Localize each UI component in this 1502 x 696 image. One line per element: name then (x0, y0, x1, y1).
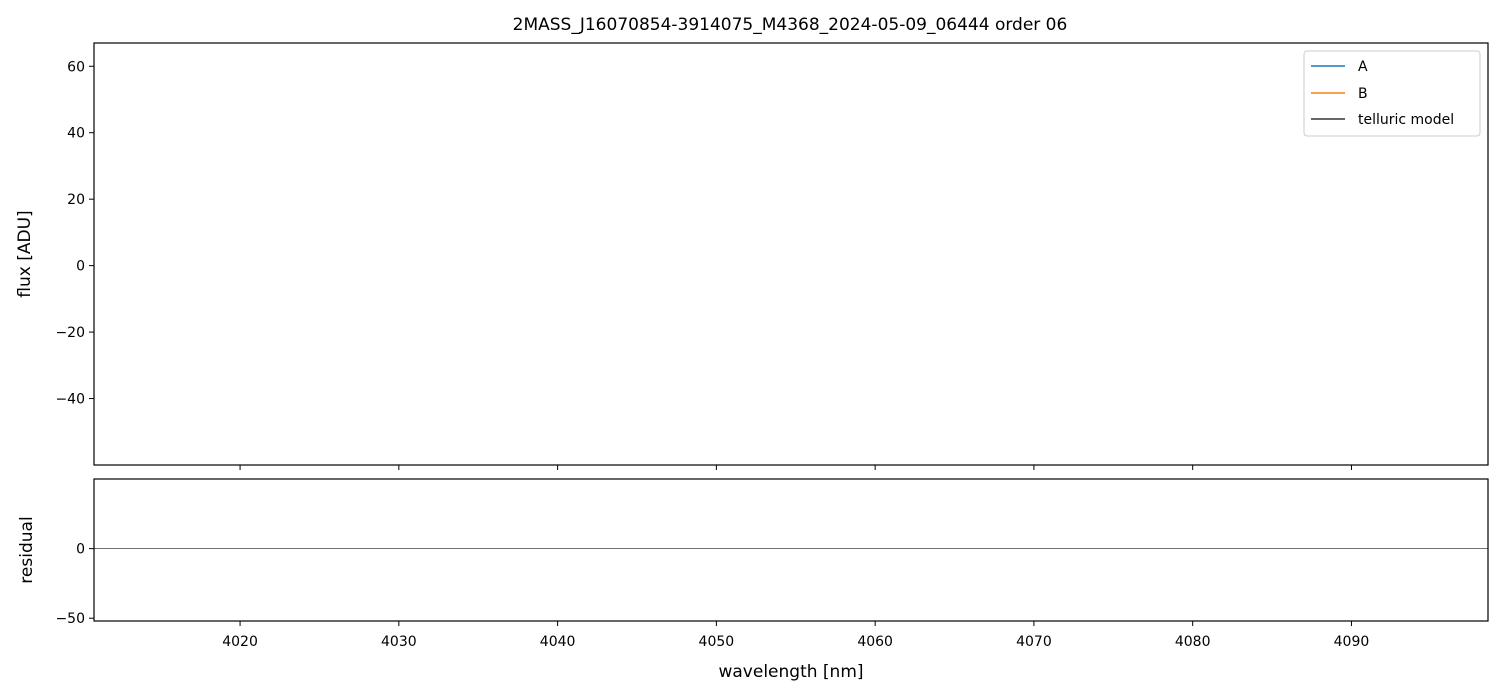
residual-xtick-label: 4060 (857, 634, 893, 650)
legend: A B telluric model (1303, 50, 1481, 137)
legend-label-a: A (1358, 59, 1368, 75)
legend-frame (1303, 50, 1481, 137)
flux-ytick-label: 60 (67, 59, 85, 75)
chart-title: 2MASS_J16070854-3914075_M4368_2024-05-09… (513, 15, 1068, 35)
residual-xtick-label: 4030 (381, 634, 417, 650)
residual-ytick-label: 0 (76, 542, 85, 558)
flux-ylabel: flux [ADU] (15, 210, 35, 297)
legend-label-b: B (1358, 86, 1368, 102)
residual-xtick-label: 4020 (222, 634, 258, 650)
residual-xtick-label: 4050 (699, 634, 735, 650)
flux-ytick-label: −40 (55, 392, 85, 408)
residual-ylabel: residual (17, 516, 37, 583)
flux-ytick-label: 0 (76, 259, 85, 275)
flux-ytick-label: 40 (67, 126, 85, 142)
flux-ytick-label: 20 (67, 192, 85, 208)
residual-xtick-label: 4070 (1016, 634, 1052, 650)
residual-ytick-label: −50 (55, 611, 85, 627)
flux-ytick-label: −20 (55, 325, 85, 341)
residual-axes-frame (93, 478, 1489, 622)
flux-panel: −40 −20 0 20 40 60 flux [ADU] A B telluric mo… (15, 42, 1489, 470)
legend-label-telluric-model: telluric model (1358, 112, 1454, 128)
flux-axes-frame (93, 42, 1489, 466)
x-axis-label: wavelength [nm] (718, 662, 863, 682)
residual-xtick-label: 4080 (1175, 634, 1211, 650)
residual-xtick-label: 4040 (540, 634, 576, 650)
residual-panel: −50 0 4020 4030 4040 4050 4060 4070 4080 4090 res… (17, 478, 1489, 682)
residual-xtick-label: 4090 (1334, 634, 1370, 650)
